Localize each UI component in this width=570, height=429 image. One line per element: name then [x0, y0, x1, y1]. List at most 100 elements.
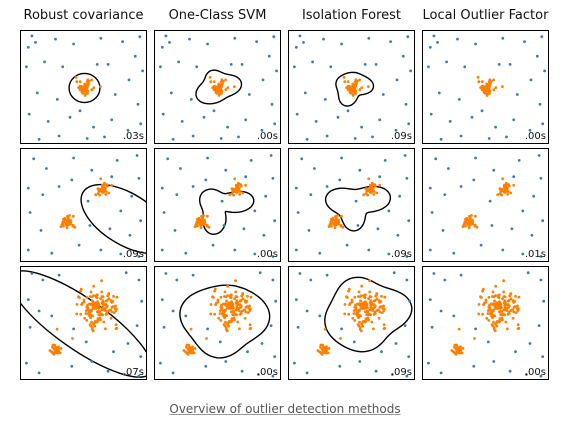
inlier-point: [324, 348, 328, 351]
inlier-point: [497, 296, 501, 299]
inlier-point: [488, 307, 492, 311]
outlier-point: [135, 324, 139, 327]
outlier-point: [340, 156, 343, 160]
inlier-point: [470, 214, 473, 217]
inlier-point: [373, 312, 377, 315]
outlier-point: [296, 325, 300, 329]
inlier-point: [112, 294, 115, 298]
outlier-point: [119, 209, 123, 213]
inlier-point: [59, 347, 63, 350]
inlier-point: [90, 326, 94, 329]
inlier-point: [91, 314, 94, 318]
inlier-point: [233, 313, 237, 316]
inlier-point: [482, 301, 486, 305]
inlier-point: [239, 312, 243, 315]
inlier-point: [487, 319, 491, 322]
inlier-point: [51, 351, 54, 355]
inlier-point: [226, 284, 230, 288]
outlier-point: [212, 109, 216, 113]
inlier-point: [316, 349, 320, 352]
outlier-point: [356, 224, 360, 227]
outlier-point: [441, 229, 445, 232]
outlier-point: [383, 159, 387, 162]
inlier-point: [217, 316, 221, 320]
outlier-point: [204, 178, 208, 182]
inlier-point: [102, 320, 106, 324]
outlier-point: [273, 122, 277, 126]
figure-caption[interactable]: Overview of outlier detection methods: [169, 402, 401, 416]
outlier-point: [218, 340, 222, 344]
inlier-point: [355, 79, 359, 83]
outlier-point: [191, 134, 195, 138]
inlier-point: [480, 80, 484, 83]
inlier-point: [506, 193, 510, 196]
inlier-point: [81, 89, 85, 92]
inlier-point: [61, 220, 65, 224]
inlier-point: [102, 188, 106, 192]
outlier-point: [27, 112, 31, 116]
inlier-point: [87, 79, 91, 83]
inlier-point: [107, 191, 111, 195]
inlier-point: [203, 222, 206, 226]
outlier-point: [32, 157, 36, 161]
inlier-point: [492, 78, 495, 82]
outlier-point: [539, 278, 543, 282]
outlier-point: [394, 342, 398, 345]
inlier-point: [499, 303, 503, 307]
inlier-point: [327, 347, 331, 350]
outlier-point: [189, 98, 193, 101]
inlier-point: [502, 279, 505, 283]
inlier-point: [476, 75, 480, 79]
outlier-point: [137, 374, 141, 378]
outlier-point: [296, 211, 300, 214]
outlier-point: [171, 137, 175, 141]
outlier-point: [45, 167, 48, 170]
outlier-point: [30, 272, 34, 275]
inlier-point: [494, 303, 497, 307]
outlier-point: [222, 224, 226, 227]
inlier-point: [496, 193, 500, 197]
inlier-point: [498, 319, 502, 323]
inlier-point: [233, 297, 236, 301]
outlier-point: [294, 298, 298, 301]
inlier-point: [107, 297, 111, 301]
outlier-point: [159, 65, 162, 69]
outlier-point: [244, 175, 248, 179]
inlier-point: [487, 84, 491, 88]
fit-time-label: .00s: [256, 249, 278, 260]
inlier-point: [337, 222, 340, 226]
outlier-point: [470, 115, 474, 119]
inlier-point: [110, 310, 114, 314]
inlier-point: [375, 292, 379, 295]
panel-plot: [26, 154, 146, 258]
inlier-point: [321, 350, 325, 354]
inlier-point: [238, 299, 242, 303]
inlier-point: [106, 294, 110, 298]
inlier-point: [516, 304, 519, 308]
inlier-point: [358, 326, 362, 329]
decision-contour: [199, 188, 255, 236]
inlier-point: [363, 296, 367, 299]
inlier-point: [91, 299, 94, 303]
inlier-point: [347, 85, 351, 89]
inlier-point: [346, 80, 350, 83]
inlier-point: [485, 316, 489, 320]
inlier-point: [53, 347, 57, 351]
outlier-point: [257, 373, 260, 376]
outlier-point: [539, 176, 543, 180]
outlier-point: [262, 233, 266, 237]
inlier-point: [225, 329, 229, 333]
outlier-point: [160, 45, 164, 49]
outlier-point: [169, 91, 173, 95]
outlier-point: [381, 93, 385, 96]
inlier-point: [348, 301, 352, 305]
inlier-point: [501, 297, 504, 301]
outlier-point: [237, 135, 240, 139]
outlier-point: [84, 340, 88, 344]
inlier-point: [374, 294, 378, 298]
outlier-point: [539, 374, 543, 378]
inlier-point: [357, 290, 361, 294]
inlier-point: [185, 351, 188, 355]
outlier-point: [168, 41, 171, 44]
outlier-point: [164, 272, 168, 275]
